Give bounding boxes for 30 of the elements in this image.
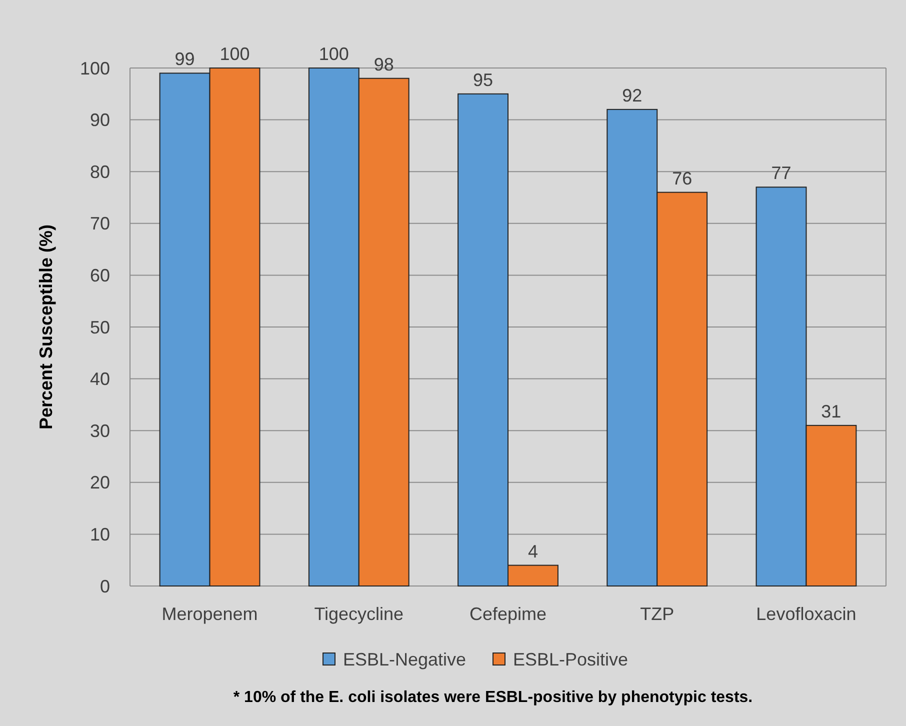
y-tick-label: 90 [90,110,110,130]
y-tick-label: 0 [100,576,110,596]
y-tick-label: 40 [90,369,110,390]
data-label: 76 [672,168,692,188]
text: * 10% of the E. coli isolates were ESBL-positive by phenotypic tests. [233,689,753,706]
data-label: 95 [473,70,494,90]
y-tick-label: 20 [90,472,110,493]
y-tick-label: 50 [90,317,110,338]
legend-label: ESBL-Negative [343,649,466,670]
y-tick-label: 100 [80,58,110,78]
data-label: 99 [174,49,195,70]
y-tick-label: 60 [90,266,110,286]
y-tick-label: 30 [90,420,110,441]
x-tick-label: Cefepime [469,604,547,624]
y-tick-label: 10 [90,524,110,544]
x-tick-label: Levofloxacin [756,604,856,624]
y-tick-label: 70 [90,214,110,234]
data-label: 77 [771,163,792,184]
legend-label: ESBL-Positive [513,649,628,670]
x-tick-label: Tigecycline [314,604,404,624]
data-label: 31 [821,401,842,422]
data-label: 4 [528,541,538,562]
x-tick-label: TZP [640,604,674,624]
data-label: 98 [374,54,394,74]
y-tick-label: 80 [90,162,110,182]
x-tick-label: Meropenem [162,604,258,624]
data-label: 92 [622,85,642,106]
data-label: 100 [318,44,349,64]
data-label: 100 [220,44,250,64]
y-axis-title: Percent Susceptible (%) [36,224,56,430]
